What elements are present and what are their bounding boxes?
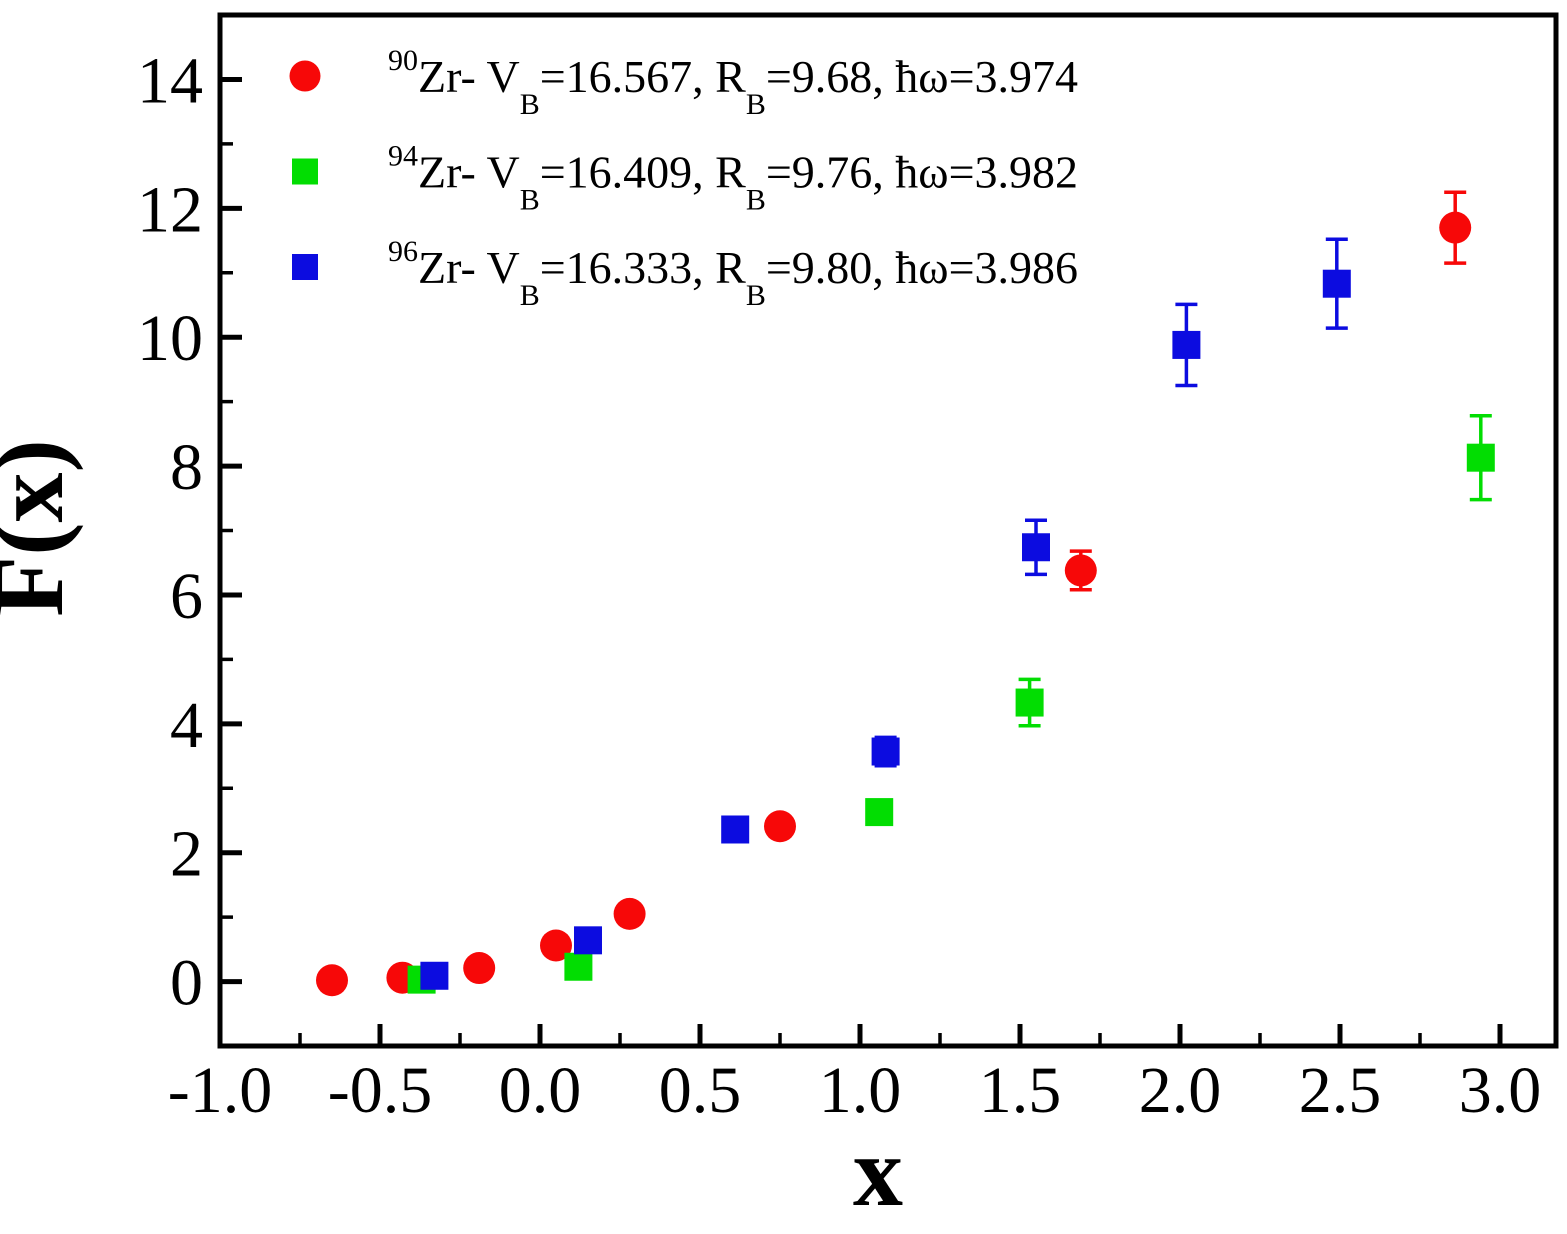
data-point — [540, 929, 572, 962]
y-tick-label: 4 — [170, 689, 203, 762]
data-point — [463, 952, 496, 985]
x-tick-label: 0.0 — [499, 1054, 582, 1127]
x-tick-label: 3.0 — [1459, 1054, 1542, 1127]
x-tick-label: 1.0 — [819, 1054, 902, 1127]
y-tick-label: 0 — [170, 947, 203, 1020]
data-point — [1439, 211, 1472, 244]
y-tick-label: 8 — [170, 431, 203, 504]
y-axis-title: F(x) — [0, 439, 84, 617]
y-tick-label: 12 — [137, 173, 203, 246]
y-tick-label: 10 — [137, 302, 203, 375]
data-point — [316, 964, 348, 997]
data-point — [613, 897, 646, 930]
legend-marker-94Zr — [292, 158, 318, 185]
data-point — [871, 737, 900, 766]
series-96Zr — [420, 237, 1351, 990]
axis-ticks — [217, 76, 1503, 1046]
tick-labels: -1.0 -0.5 0.0 0.5 1.0 1.5 2.0 2.5 3.0 0 2 4 6 8 10 12 14 — [137, 44, 1541, 1127]
data-point — [1466, 443, 1495, 472]
data-point — [1015, 688, 1044, 717]
y-tick-label: 14 — [137, 44, 203, 117]
y-tick-label: 2 — [170, 818, 203, 891]
legend-marker-90Zr — [289, 60, 321, 92]
x-axis-title: x — [853, 1116, 903, 1227]
data-point — [721, 815, 750, 844]
x-tick-label: 1.5 — [979, 1054, 1062, 1127]
data-point — [574, 926, 602, 955]
x-tick-label: 2.5 — [1299, 1054, 1382, 1127]
series-94Zr — [407, 414, 1495, 994]
series-90Zr — [316, 190, 1472, 997]
legend-label-90Zr: 90Zr- VB=16.567, RB=9.68, ħω=3.974 — [388, 44, 1078, 121]
data-point — [1022, 533, 1050, 562]
data-point — [564, 952, 593, 981]
x-tick-label: 2.0 — [1139, 1054, 1222, 1127]
data-point — [865, 798, 894, 827]
data-point — [1172, 330, 1201, 359]
legend-label-94Zr: 94Zr- VB=16.409, RB=9.76, ħω=3.982 — [388, 140, 1078, 217]
x-tick-label: -1.0 — [168, 1054, 272, 1127]
data-point — [764, 810, 796, 843]
data-point — [1322, 269, 1351, 298]
x-tick-label: -0.5 — [328, 1054, 432, 1127]
x-tick-label: 0.5 — [659, 1054, 742, 1127]
legend-label-96Zr: 96Zr- VB=16.333, RB=9.80, ħω=3.986 — [388, 235, 1078, 312]
plot-frame — [217, 12, 1559, 1049]
data-point — [1064, 554, 1097, 587]
y-tick-label: 6 — [170, 560, 203, 633]
legend: 90Zr- VB=16.567, RB=9.68, ħω=3.974 94Zr- … — [289, 44, 1078, 312]
legend-marker-96Zr — [292, 254, 318, 280]
data-point — [420, 961, 449, 990]
